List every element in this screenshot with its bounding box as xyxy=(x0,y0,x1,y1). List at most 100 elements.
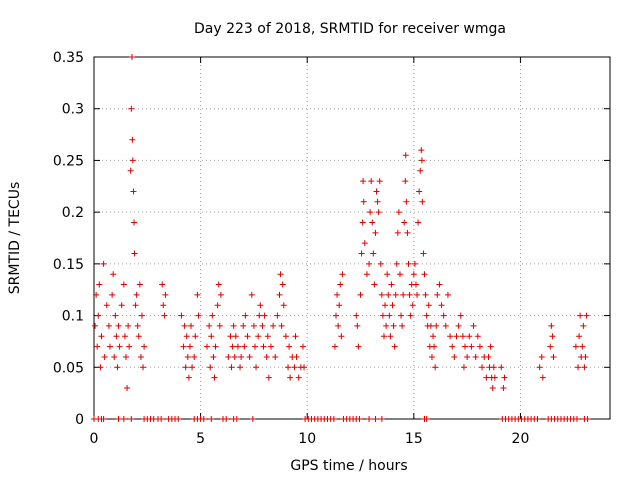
data-point xyxy=(548,322,555,329)
data-point xyxy=(135,333,142,340)
y-tick-label: 0.1 xyxy=(62,309,84,325)
data-point xyxy=(572,343,579,350)
data-point xyxy=(550,353,557,360)
data-point xyxy=(137,353,144,360)
data-point xyxy=(98,333,105,340)
data-point xyxy=(432,364,439,371)
data-point xyxy=(277,271,284,278)
data-point xyxy=(335,322,342,329)
data-point xyxy=(131,219,138,226)
data-point xyxy=(140,364,147,371)
data-point xyxy=(414,291,421,298)
data-point xyxy=(188,322,195,329)
data-point xyxy=(120,416,127,422)
data-point xyxy=(114,364,121,371)
data-point xyxy=(331,343,338,350)
data-point xyxy=(259,322,266,329)
data-point xyxy=(374,198,381,205)
data-point xyxy=(438,302,445,309)
data-point xyxy=(96,281,103,288)
data-point xyxy=(292,333,299,340)
data-point xyxy=(287,374,294,381)
data-point xyxy=(263,353,270,360)
data-point xyxy=(459,333,466,340)
data-point xyxy=(274,312,281,319)
data-point xyxy=(215,281,222,288)
data-point xyxy=(207,364,214,371)
data-point xyxy=(225,353,232,360)
data-point xyxy=(265,374,272,381)
data-point xyxy=(369,219,376,226)
data-point xyxy=(133,291,140,298)
data-point xyxy=(393,260,400,267)
data-point xyxy=(395,209,402,216)
data-point xyxy=(409,302,416,309)
data-point xyxy=(181,322,188,329)
data-point xyxy=(420,250,427,257)
data-point xyxy=(251,343,258,350)
data-point xyxy=(286,343,293,350)
data-point xyxy=(573,416,580,422)
y-tick-label: 0.3 xyxy=(62,102,84,118)
data-point xyxy=(217,291,224,298)
x-tick-label: 10 xyxy=(298,431,316,447)
data-point xyxy=(250,322,257,329)
data-point xyxy=(372,416,379,422)
data-point xyxy=(583,312,590,319)
data-point xyxy=(216,322,223,329)
data-point xyxy=(285,364,292,371)
data-point xyxy=(118,302,125,309)
data-point xyxy=(103,302,110,309)
data-point xyxy=(182,364,189,371)
data-point xyxy=(366,416,373,422)
data-point xyxy=(534,416,541,422)
data-point xyxy=(161,312,168,319)
data-point xyxy=(433,322,440,329)
data-point xyxy=(462,343,469,350)
data-point xyxy=(577,312,584,319)
data-point xyxy=(581,364,588,371)
data-point xyxy=(280,302,287,309)
data-point xyxy=(368,178,375,185)
data-point xyxy=(113,333,120,340)
data-point xyxy=(453,333,460,340)
data-point xyxy=(427,322,434,329)
data-point xyxy=(386,312,393,319)
data-point xyxy=(359,219,366,226)
data-point xyxy=(430,333,437,340)
data-point xyxy=(421,271,428,278)
data-point xyxy=(255,333,262,340)
data-point xyxy=(575,364,582,371)
data-point xyxy=(428,353,435,360)
data-point xyxy=(431,343,438,350)
data-point xyxy=(256,312,263,319)
data-point xyxy=(110,271,117,278)
data-point xyxy=(382,302,389,309)
data-point xyxy=(356,416,363,422)
data-point xyxy=(455,322,462,329)
data-point xyxy=(399,322,406,329)
data-point xyxy=(383,322,390,329)
data-point xyxy=(396,271,403,278)
data-point xyxy=(111,353,118,360)
data-point xyxy=(407,312,414,319)
y-tick-label: 0 xyxy=(75,412,84,428)
data-marks xyxy=(91,54,591,422)
data-point xyxy=(129,157,136,164)
data-point xyxy=(128,54,135,60)
data-point xyxy=(183,333,190,340)
x-tick-label: 5 xyxy=(196,431,205,447)
data-point xyxy=(464,353,471,360)
data-point xyxy=(206,322,213,329)
data-point xyxy=(204,343,211,350)
data-point xyxy=(404,229,411,236)
data-point xyxy=(378,291,385,298)
data-point xyxy=(415,219,422,226)
data-point xyxy=(97,364,104,371)
data-point xyxy=(301,364,308,371)
data-point xyxy=(355,343,362,350)
data-point xyxy=(373,188,380,195)
data-point xyxy=(451,353,458,360)
data-point xyxy=(129,136,136,143)
